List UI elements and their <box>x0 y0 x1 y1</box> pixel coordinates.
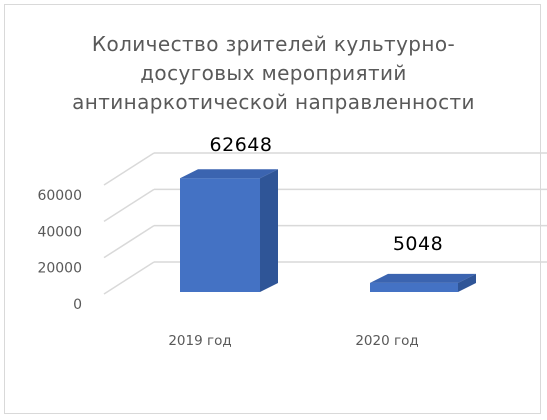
bar-1 <box>180 169 278 292</box>
chart-title-line-3: антинаркотической направленности <box>72 90 475 114</box>
data-label: 62648 <box>210 134 273 156</box>
y-tick-label: 0 <box>73 297 82 313</box>
y-tick-label: 60000 <box>37 188 82 204</box>
bars <box>180 169 476 292</box>
data-labels: 62648 5048 <box>210 134 443 255</box>
y-tick-label: 20000 <box>37 261 82 277</box>
chart-title: Количество зрителей культурно- досуговых… <box>0 30 547 117</box>
chart-title-line-1: Количество зрителей культурно- <box>91 32 456 56</box>
x-axis-categories: 2019 год 2020 год <box>168 333 418 349</box>
bar-front <box>370 282 458 292</box>
y-axis-ticks: 0 20000 40000 60000 <box>37 188 82 313</box>
gridline-side <box>103 225 155 259</box>
bar-side <box>260 169 278 292</box>
bar-front <box>180 178 260 292</box>
gridline-side <box>103 261 155 295</box>
x-category-label: 2019 год <box>168 333 231 349</box>
bar-top <box>180 169 278 179</box>
x-category-label: 2020 год <box>355 333 418 349</box>
data-label: 5048 <box>393 233 443 255</box>
gridline-side <box>103 188 155 222</box>
y-tick-label: 40000 <box>37 224 82 240</box>
gridlines <box>103 152 547 295</box>
bar-2 <box>370 273 476 292</box>
bar-side <box>458 273 476 292</box>
chart-title-line-2: досуговых мероприятий <box>140 61 407 85</box>
gridline-side <box>103 152 155 186</box>
bar-top <box>370 273 476 283</box>
